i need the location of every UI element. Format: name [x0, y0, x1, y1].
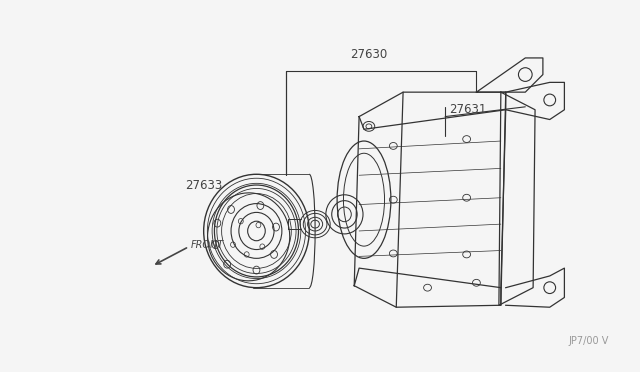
Text: FRONT: FRONT — [191, 240, 224, 250]
Text: JP7/00 V: JP7/00 V — [568, 336, 609, 346]
Text: 27633: 27633 — [185, 179, 222, 192]
Text: 27631: 27631 — [449, 103, 486, 116]
Text: 27630: 27630 — [350, 48, 387, 61]
